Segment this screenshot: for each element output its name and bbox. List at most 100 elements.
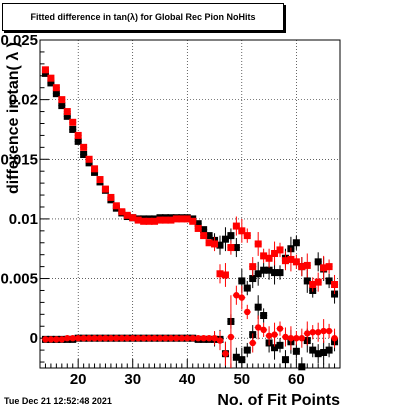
y-tick-label: 0: [30, 330, 38, 347]
data-point: [325, 327, 333, 335]
y-tick-label: 0.02: [9, 92, 38, 109]
grid: [40, 39, 340, 368]
data-point: [47, 79, 55, 87]
data-point: [211, 240, 219, 248]
x-tick-label: 20: [70, 371, 87, 388]
data-point: [320, 327, 327, 335]
data-point: [178, 334, 186, 342]
data-point: [271, 331, 278, 338]
data-point: [276, 246, 284, 254]
data-point: [265, 254, 273, 262]
data-point: [331, 334, 338, 342]
data-point: [287, 255, 295, 263]
data-point: [232, 353, 240, 361]
chart-title-box: Fitted difference in tan(λ) for Global R…: [2, 3, 284, 31]
data-point: [331, 281, 339, 289]
data-point: [303, 261, 311, 269]
data-point: [42, 336, 49, 343]
data-point: [129, 334, 136, 342]
data-point: [85, 155, 93, 163]
axis-ticks: [40, 39, 341, 368]
data-point: [314, 350, 322, 358]
data-point: [53, 336, 60, 343]
data-point: [145, 217, 153, 225]
data-point: [96, 334, 104, 342]
data-point: [211, 334, 218, 342]
data-point: [194, 220, 202, 228]
data-point: [243, 232, 251, 240]
data-point: [85, 159, 93, 167]
chart-title: Fitted difference in tan(λ) for Global R…: [30, 12, 256, 22]
data-point: [80, 151, 88, 159]
data-point: [271, 249, 279, 257]
data-point: [74, 334, 82, 342]
x-tick-label: 40: [179, 371, 196, 388]
data-point: [238, 356, 246, 364]
data-point: [107, 334, 115, 342]
data-point: [134, 334, 142, 342]
data-point: [281, 257, 289, 265]
data-point: [205, 232, 213, 240]
data-point: [189, 334, 196, 342]
data-point: [243, 346, 251, 354]
data-point: [265, 266, 273, 274]
y-tick-label: 0.015: [0, 151, 38, 168]
data-point: [309, 281, 317, 289]
data-point: [276, 269, 284, 277]
data-point: [140, 217, 148, 225]
data-point: [320, 264, 328, 272]
data-point: [205, 239, 213, 247]
data-point: [238, 227, 246, 235]
data-point: [118, 334, 126, 342]
data-point: [232, 222, 240, 230]
y-tick-label: 0.025: [0, 32, 38, 49]
x-axis-title: No. of Fit Points: [217, 392, 340, 409]
data-point: [227, 244, 235, 252]
data-point: [63, 108, 71, 116]
data-point: [194, 224, 202, 232]
data-point: [287, 334, 295, 342]
data-point: [134, 216, 142, 224]
data-point: [227, 333, 235, 341]
data-point: [189, 217, 197, 225]
data-point: [265, 332, 273, 339]
data-point: [58, 96, 66, 104]
data-point: [254, 303, 262, 311]
data-point: [276, 341, 284, 349]
data-point: [145, 334, 153, 342]
y-tick-label: 0.01: [9, 211, 38, 228]
data-point: [167, 216, 175, 224]
data-point: [314, 278, 322, 286]
data-point: [254, 270, 262, 278]
data-point: [124, 334, 131, 342]
tick-labels: 20 30 40 50 60 0 0.005 0.01 0.015 0.02 0.025: [0, 32, 304, 388]
data-point: [151, 217, 159, 225]
data-point: [140, 334, 147, 342]
plot-frame: [39, 39, 341, 369]
data-point: [281, 356, 289, 364]
y-axis-title: difference in tan( λ ): [5, 42, 22, 194]
data-point: [151, 334, 158, 342]
data-point: [221, 235, 229, 243]
data-point: [320, 348, 328, 356]
data-point: [47, 74, 55, 82]
data-point: [249, 339, 256, 347]
data-point: [123, 211, 131, 219]
data-point: [292, 258, 300, 266]
data-point: [167, 334, 175, 342]
data-point: [309, 329, 316, 336]
data-point: [172, 215, 180, 223]
data-point: [162, 334, 169, 342]
data-point: [161, 216, 169, 224]
data-point: [91, 165, 99, 173]
data-point: [314, 329, 322, 336]
data-point: [227, 232, 235, 240]
data-point: [244, 308, 251, 316]
data-point: [69, 125, 77, 133]
data-point: [243, 284, 251, 292]
data-point: [113, 334, 120, 342]
data-point: [293, 334, 300, 342]
data-point: [80, 143, 88, 151]
data-point: [249, 263, 257, 271]
data-point: [183, 215, 191, 223]
